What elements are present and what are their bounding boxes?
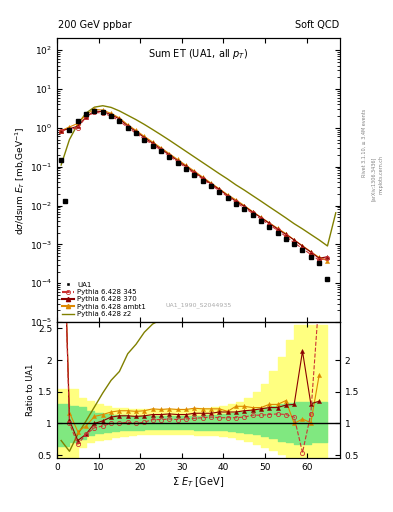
Text: Soft QCD: Soft QCD [294,20,339,31]
Text: 200 GeV ppbar: 200 GeV ppbar [58,20,132,31]
Text: mcplots.cern.ch: mcplots.cern.ch [378,155,383,194]
Text: Rivet 3.1.10, ≥ 3.4M events: Rivet 3.1.10, ≥ 3.4M events [362,109,367,178]
Y-axis label: Ratio to UA1: Ratio to UA1 [26,364,35,416]
Text: Sum ET (UA1, all $p_T$): Sum ET (UA1, all $p_T$) [148,47,249,61]
Text: UA1_1990_S2044935: UA1_1990_S2044935 [165,302,231,308]
X-axis label: $\Sigma$ $E_T$ [GeV]: $\Sigma$ $E_T$ [GeV] [173,475,224,488]
Legend: UA1, Pythia 6.428 345, Pythia 6.428 370, Pythia 6.428 ambt1, Pythia 6.428 z2: UA1, Pythia 6.428 345, Pythia 6.428 370,… [61,280,147,318]
Y-axis label: d$\sigma$/dsum $E_{T}$ [mb,GeV$^{-1}$]: d$\sigma$/dsum $E_{T}$ [mb,GeV$^{-1}$] [13,126,27,234]
Text: [arXiv:1306.3436]: [arXiv:1306.3436] [371,157,376,201]
